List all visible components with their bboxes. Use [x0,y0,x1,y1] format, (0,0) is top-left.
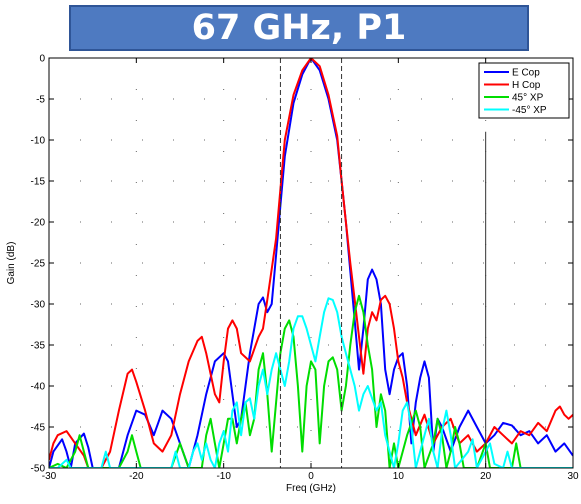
x-tick-label: 20 [480,471,492,482]
y-tick-label: -10 [31,136,46,147]
legend-label: H Cop [512,80,541,91]
reference-lines [279,58,487,468]
x-tick-label: 0 [308,471,314,482]
series-line [49,297,573,468]
grid-layer [49,58,573,468]
chart-title: 67 GHz, P1 [69,5,529,51]
tick-layer: -30 -20 -10 0 10 20 30 0 -5 -10 -15 -20 -25 -30 -35 -40… [31,54,579,483]
y-tick-label: -35 [31,341,46,352]
legend-label: -45° XP [512,105,547,116]
legend-label: E Cop [512,68,540,79]
series-layer [49,58,573,468]
x-tick-label: -20 [129,471,144,482]
y-tick-label: -5 [36,95,45,106]
x-axis-label: Freq (GHz) [286,483,336,494]
y-tick-label: 0 [39,54,45,65]
y-tick-label: -30 [31,300,46,311]
plot-area [49,58,573,468]
x-tick-label: -10 [216,471,231,482]
series-line [49,58,573,468]
y-tick-label: -50 [31,464,46,475]
y-tick-label: -20 [31,218,46,229]
axes-frame [48,57,574,469]
y-tick-label: -40 [31,382,46,393]
y-axis-label: Gain (dB) [6,242,17,285]
legend-label: 45° XP [512,93,544,104]
series-line [49,58,573,468]
y-tick-label: -15 [31,177,46,188]
x-tick-label: 30 [567,471,579,482]
x-tick-label: -30 [42,471,57,482]
y-tick-label: -25 [31,259,46,270]
x-tick-label: 10 [393,471,405,482]
series-line [49,294,573,468]
y-tick-label: -45 [31,423,46,434]
